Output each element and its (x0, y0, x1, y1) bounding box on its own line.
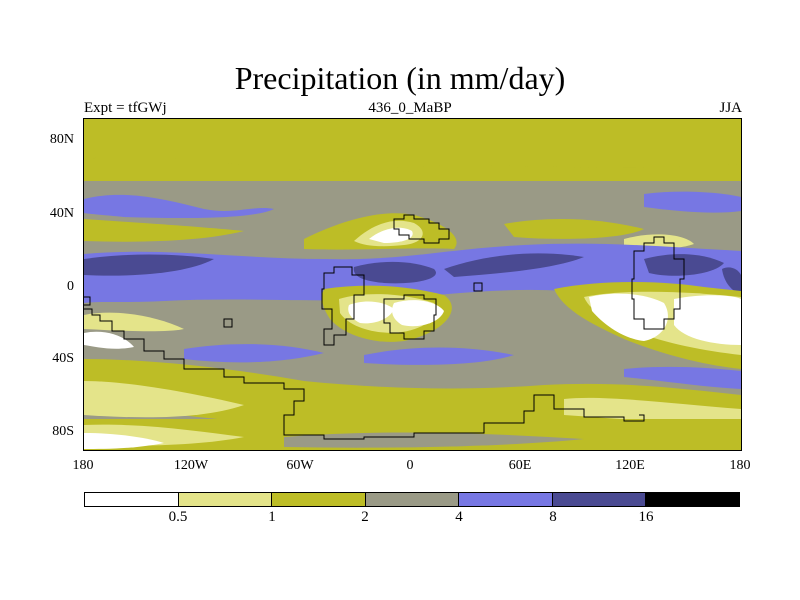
season-label: JJA (719, 100, 742, 116)
colorbar-label-8: 8 (549, 509, 557, 525)
blue-band-40n-right (644, 191, 741, 213)
coastline-lines (84, 214, 685, 440)
colorbar-label-4: 4 (455, 509, 463, 525)
pale-streak-asia (624, 234, 694, 249)
colorbar-swatch-4 (365, 493, 460, 506)
lat-label-40n: 40N (49, 206, 74, 221)
precipitation-field (84, 119, 741, 450)
colorbar-label-0-5: 0.5 (168, 509, 188, 525)
lat-label-80s: 80S (52, 424, 74, 439)
blue-band-south-2 (364, 347, 514, 365)
island-coastline-2 (473, 282, 483, 292)
colorbar-label-2: 2 (361, 509, 369, 525)
west-edge-coastline (84, 296, 91, 306)
colorbar-swatch-1 (85, 493, 179, 506)
north-olive-band-2 (84, 119, 741, 172)
white-blob-north-africa (369, 227, 413, 243)
blue-band-south-1 (184, 344, 324, 363)
period-label: 436_0_MaBP (368, 100, 452, 116)
antarctica-coastline (84, 308, 645, 440)
blue-band-40n-left (84, 194, 274, 219)
africa-west-coastline (321, 266, 365, 346)
colorbar-swatch-6 (552, 493, 647, 506)
antarctic-white (84, 433, 164, 449)
lon-label-180e: 180 (729, 458, 751, 473)
pale-band-south-polar-east (564, 397, 741, 425)
white-blob-south-atlantic-2 (392, 300, 444, 327)
navy-band-west-pacific (84, 254, 214, 276)
colorbar-swatch-7 (646, 493, 740, 506)
map-title: Precipitation (in mm/day) (234, 60, 566, 96)
colorbar-label-1: 1 (268, 509, 276, 525)
pale-band-south-polar (84, 381, 244, 418)
antarctic-gray (284, 432, 584, 448)
island-coastline-1 (223, 318, 233, 328)
experiment-label: Expt = tfGWj (84, 100, 167, 116)
lat-label-40s: 40S (52, 351, 74, 366)
white-region-south-east-2 (674, 295, 741, 345)
precipitation-map (83, 118, 742, 451)
south-atlantic-coastline (383, 294, 437, 340)
north-africa-coastline (393, 214, 450, 244)
colorbar-swatch-5 (459, 493, 553, 506)
navy-streak-indian (444, 253, 584, 277)
lon-label-120w: 120W (173, 458, 209, 473)
colorbar-swatch-3 (272, 493, 366, 506)
lat-label-80n: 80N (49, 132, 74, 147)
colorbar-swatch-2 (178, 493, 273, 506)
lon-label-60w: 60W (286, 458, 314, 473)
navy-blob-africa (353, 261, 436, 284)
navy-blob-east-2 (722, 267, 741, 295)
colorbar-label-16: 16 (638, 509, 654, 525)
lon-label-60e: 60E (508, 458, 532, 473)
white-blob-south-west (84, 331, 134, 349)
lon-label-180w: 180 (72, 458, 94, 473)
lat-label-0: 0 (67, 279, 74, 294)
colorbar (84, 492, 740, 507)
australia-coastline (631, 236, 685, 330)
white-blob-south-atlantic-1 (348, 301, 394, 324)
lon-label-120e: 120E (615, 458, 645, 473)
olive-streak-1 (84, 219, 244, 242)
olive-streak-asia (504, 218, 644, 239)
lon-label-0: 0 (406, 458, 414, 473)
pale-blob-south-west (84, 312, 184, 332)
blue-band-south-3 (624, 366, 741, 389)
